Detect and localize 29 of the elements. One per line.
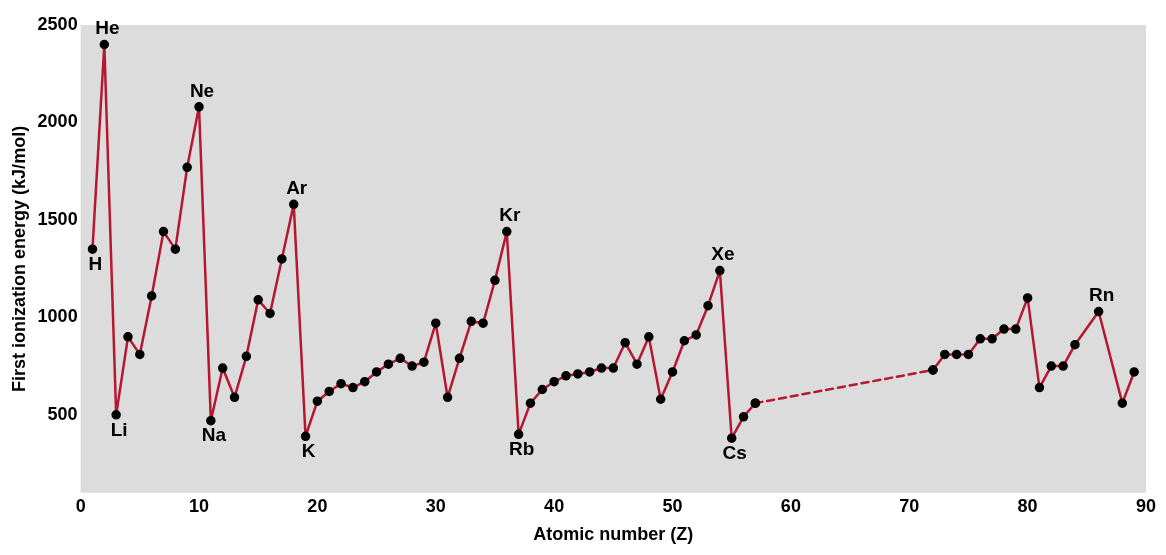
x-tick-label: 70 [899,495,920,516]
annotation: Na [201,424,227,446]
y-tick-label: 1000 [37,306,78,327]
annotation: Rb [508,438,535,460]
annotation: He [95,17,120,39]
x-tick-label: 40 [544,495,565,516]
annotation: Rn [1088,284,1115,306]
y-tick-label: 500 [47,403,78,424]
annotation: Kr [499,204,521,226]
y-tick-label: 2500 [37,13,78,34]
annotation: Xe [711,243,735,265]
annotation: Ar [286,177,308,199]
annotation: H [88,252,103,274]
x-tick-label: 0 [75,495,86,516]
annotation: Li [110,418,128,440]
x-tick-label: 30 [425,495,446,516]
annotation: Cs [722,441,747,463]
y-tick-label: 2000 [37,111,78,132]
y-axis-title: First ionization energy (kJ/mol) [8,125,29,392]
annotation: Ne [189,79,215,101]
y-tick-label: 1500 [37,208,78,229]
x-tick-label: 50 [662,495,683,516]
x-axis-title: Atomic number (Z) [533,524,694,545]
annotation: K [301,440,316,462]
x-tick-label: 10 [189,495,210,516]
x-tick-label: 20 [307,495,328,516]
x-tick-label: 60 [780,495,801,516]
x-tick-label: 80 [1017,495,1038,516]
x-tick-label: 90 [1135,495,1157,516]
